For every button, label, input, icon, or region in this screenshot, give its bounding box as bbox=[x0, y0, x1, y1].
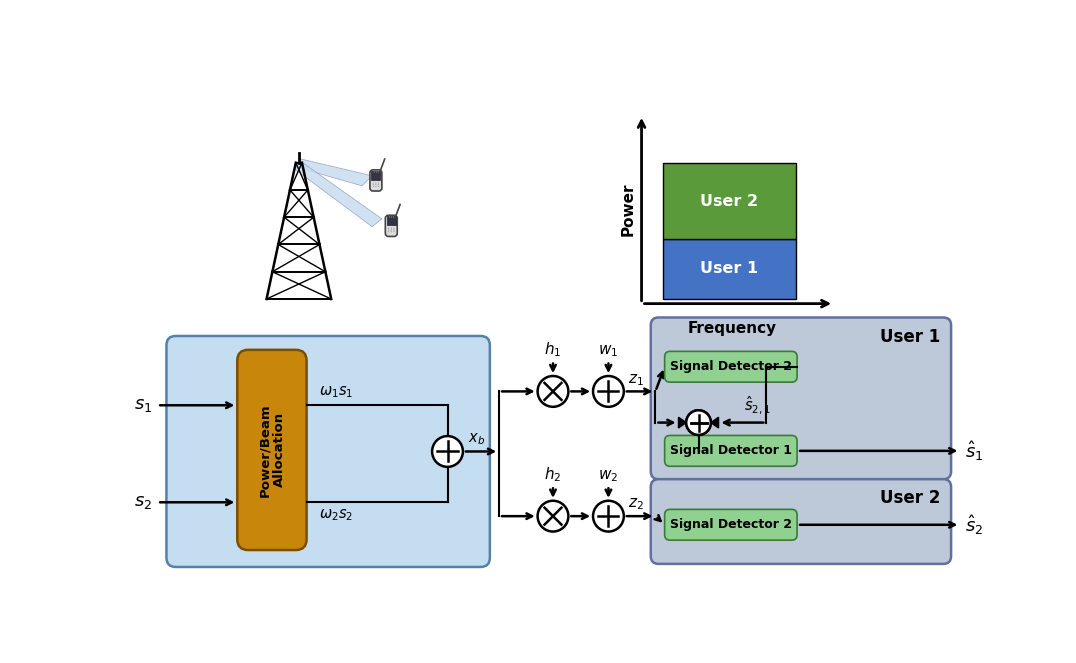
Circle shape bbox=[686, 410, 711, 435]
Text: $\omega_1 s_1$: $\omega_1 s_1$ bbox=[318, 384, 353, 400]
Text: $\hat{s}_2$: $\hat{s}_2$ bbox=[965, 513, 983, 536]
Text: $w_1$: $w_1$ bbox=[598, 343, 619, 359]
Circle shape bbox=[433, 436, 463, 467]
Circle shape bbox=[538, 501, 568, 532]
Polygon shape bbox=[711, 417, 719, 428]
FancyBboxPatch shape bbox=[665, 436, 797, 466]
Text: Signal Detector 1: Signal Detector 1 bbox=[670, 444, 792, 457]
FancyBboxPatch shape bbox=[665, 351, 797, 382]
Circle shape bbox=[538, 376, 568, 407]
Circle shape bbox=[593, 501, 624, 532]
Bar bbox=[663, 239, 795, 299]
Text: $\omega_2 s_2$: $\omega_2 s_2$ bbox=[318, 508, 353, 523]
Text: User 1: User 1 bbox=[700, 261, 759, 276]
Bar bbox=[663, 164, 795, 239]
FancyBboxPatch shape bbox=[385, 215, 397, 237]
FancyBboxPatch shape bbox=[370, 170, 382, 191]
Circle shape bbox=[593, 376, 624, 407]
FancyBboxPatch shape bbox=[238, 350, 307, 550]
Text: $x_b$: $x_b$ bbox=[467, 431, 484, 447]
Text: $z_2$: $z_2$ bbox=[628, 497, 645, 512]
Text: Power: Power bbox=[620, 182, 635, 236]
FancyBboxPatch shape bbox=[665, 509, 797, 540]
FancyBboxPatch shape bbox=[167, 336, 490, 567]
Circle shape bbox=[686, 410, 711, 435]
Text: $z_1$: $z_1$ bbox=[628, 372, 645, 388]
FancyBboxPatch shape bbox=[651, 318, 951, 479]
Text: $w_2$: $w_2$ bbox=[598, 468, 619, 484]
Bar bbox=[386, 216, 396, 225]
Text: $\hat{s}_1$: $\hat{s}_1$ bbox=[965, 439, 983, 463]
Polygon shape bbox=[294, 159, 372, 186]
Polygon shape bbox=[679, 417, 686, 428]
Text: $h_2$: $h_2$ bbox=[544, 465, 562, 484]
Text: Power/Beam
Allocation: Power/Beam Allocation bbox=[258, 403, 286, 497]
Text: User 2: User 2 bbox=[880, 489, 940, 507]
FancyBboxPatch shape bbox=[651, 479, 951, 564]
Text: User 2: User 2 bbox=[700, 194, 759, 209]
Text: Frequency: Frequency bbox=[688, 321, 777, 335]
Text: $\hat{s}_{2,1}$: $\hat{s}_{2,1}$ bbox=[744, 395, 770, 417]
Text: Signal Detector 2: Signal Detector 2 bbox=[670, 360, 792, 373]
Text: User 1: User 1 bbox=[880, 328, 940, 345]
Text: $h_1$: $h_1$ bbox=[544, 340, 562, 359]
Text: Signal Detector 2: Signal Detector 2 bbox=[670, 518, 792, 531]
Text: $s_1$: $s_1$ bbox=[134, 396, 153, 414]
Bar bbox=[371, 170, 380, 180]
Text: $s_2$: $s_2$ bbox=[134, 493, 153, 511]
Polygon shape bbox=[294, 161, 382, 227]
